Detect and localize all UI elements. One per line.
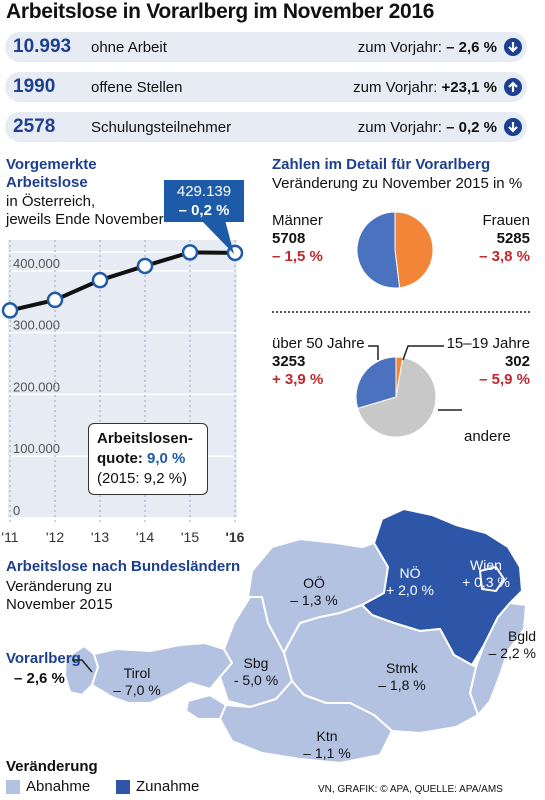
stat-value: 1990 xyxy=(13,76,56,97)
stat-compare: zum Vorjahr: +23,1 % xyxy=(353,79,497,96)
line-chart-callout: 429.139 – 0,2 % xyxy=(164,180,244,222)
pie-divider xyxy=(272,311,530,313)
stat-row-open-positions: 1990 offene Stellen zum Vorjahr: +23,1 % xyxy=(5,72,527,102)
stat-label: offene Stellen xyxy=(91,79,183,96)
other-label: andere xyxy=(464,428,511,445)
map-heading: Arbeitslose nach Bundesländern xyxy=(6,558,241,575)
data-point xyxy=(181,244,199,261)
stat-compare: zum Vorjahr: – 2,6 % xyxy=(357,39,497,56)
legend-label-decrease: Abnahme xyxy=(26,778,91,795)
pie-leader-lines xyxy=(368,345,462,411)
x-tick-label: '12 xyxy=(46,529,64,545)
x-tick-label: '13 xyxy=(91,529,109,545)
stat-value: 10.993 xyxy=(13,36,72,57)
y-tick-label: 0 xyxy=(13,503,20,518)
region-wien xyxy=(479,566,505,592)
young-label-block: 15–19 Jahre 302 – 5,9 % xyxy=(446,335,530,388)
legend-swatch-increase xyxy=(116,780,130,794)
data-point xyxy=(1,302,19,319)
quote-previous: (2015: 9,2 %) xyxy=(97,470,188,487)
pie-age xyxy=(355,356,437,438)
arrow-down-icon xyxy=(504,118,522,136)
data-point xyxy=(91,271,109,289)
pie-slice xyxy=(357,357,437,438)
women-label-block: Frauen 5285 – 3,8 % xyxy=(479,212,530,265)
region-label-noe: NÖ + 2,0 % xyxy=(386,565,434,598)
legend-label-increase: Zunahme xyxy=(136,778,200,795)
arrow-up-icon xyxy=(504,78,522,96)
region-label-tirol: Tirol – 7,0 % xyxy=(113,665,161,698)
quote-box: Arbeitslosen- quote: 9,0 % (2015: 9,2 %) xyxy=(88,423,208,495)
legend-swatch-decrease xyxy=(6,780,20,794)
pie-heading: Zahlen im Detail für Vorarlberg xyxy=(272,156,491,173)
map-subheading: Veränderung zu November 2015 xyxy=(6,578,113,613)
stat-value: 2578 xyxy=(13,116,56,137)
men-label-block: Männer 5708 – 1,5 % xyxy=(272,212,323,265)
region-label-stmk: Stmk – 1,8 % xyxy=(378,660,426,693)
region-burgenland xyxy=(469,602,527,716)
region-change-vorarlberg: – 2,6 % xyxy=(14,670,65,687)
x-tick-label: '15 xyxy=(181,529,199,545)
region-label-ooe: OÖ – 1,3 % xyxy=(290,575,338,608)
data-point xyxy=(46,291,64,309)
stat-compare: zum Vorjahr: – 0,2 % xyxy=(357,119,497,136)
pie-slice xyxy=(356,211,401,289)
vorarlberg-leader xyxy=(72,659,93,673)
line-chart: 0 100.000 200.000 300.000 400.000 '11 '12 '13 '1… xyxy=(1,240,245,545)
stat-label: ohne Arbeit xyxy=(91,39,167,56)
quote-value-line: quote: 9,0 % xyxy=(97,450,186,467)
region-osttirol xyxy=(185,694,227,720)
page-title: Arbeitslose in Vorarlberg im November 20… xyxy=(6,0,435,23)
region-label-bgld: Bgld – 2,2 % xyxy=(488,628,536,661)
quote-label-line1: Arbeitslosen- xyxy=(97,430,193,447)
stat-row-training: 2578 Schulungsteilnehmer zum Vorjahr: – … xyxy=(5,112,527,142)
pie-slice xyxy=(394,211,434,289)
region-label-wien: Wien + 0,3 % xyxy=(462,557,510,590)
credit-line: VN, GRAFIK: © APA, QUELLE: APA/AMS xyxy=(318,784,503,795)
region-tirol xyxy=(91,642,233,704)
y-tick-label: 300.000 xyxy=(13,318,60,333)
x-tick-label: '16 xyxy=(226,529,245,545)
over50-label-block: über 50 Jahre 3253 + 3,9 % xyxy=(272,335,365,388)
legend-title: Veränderung xyxy=(6,758,98,775)
region-kaernten xyxy=(219,680,393,764)
region-label-vorarlberg: Vorarlberg xyxy=(6,650,81,667)
y-tick-label: 200.000 xyxy=(13,379,60,394)
stat-label: Schulungsteilnehmer xyxy=(91,119,232,136)
y-tick-label: 400.000 xyxy=(13,256,60,271)
pie-subheading: Veränderung zu November 2015 in % xyxy=(272,175,523,192)
line-chart-heading: Vorgemerkte Arbeitslose xyxy=(6,156,97,191)
x-tick-label: '11 xyxy=(1,529,18,545)
y-tick-label: 100.000 xyxy=(13,441,60,456)
pie-gender xyxy=(356,211,434,289)
stat-row-unemployed: 10.993 ohne Arbeit zum Vorjahr: – 2,6 % xyxy=(5,32,527,62)
line-chart-subheading: in Österreich, jeweils Ende November xyxy=(6,193,164,228)
data-point xyxy=(136,257,154,275)
region-label-salzburg: Sbg - 5,0 % xyxy=(233,655,279,688)
arrow-down-icon xyxy=(504,38,522,56)
x-tick-label: '14 xyxy=(136,529,154,545)
pie-slice xyxy=(355,356,397,410)
callout-pointer xyxy=(201,220,234,254)
region-label-ktn: Ktn – 1,1 % xyxy=(303,728,351,761)
austria-map xyxy=(64,508,527,764)
